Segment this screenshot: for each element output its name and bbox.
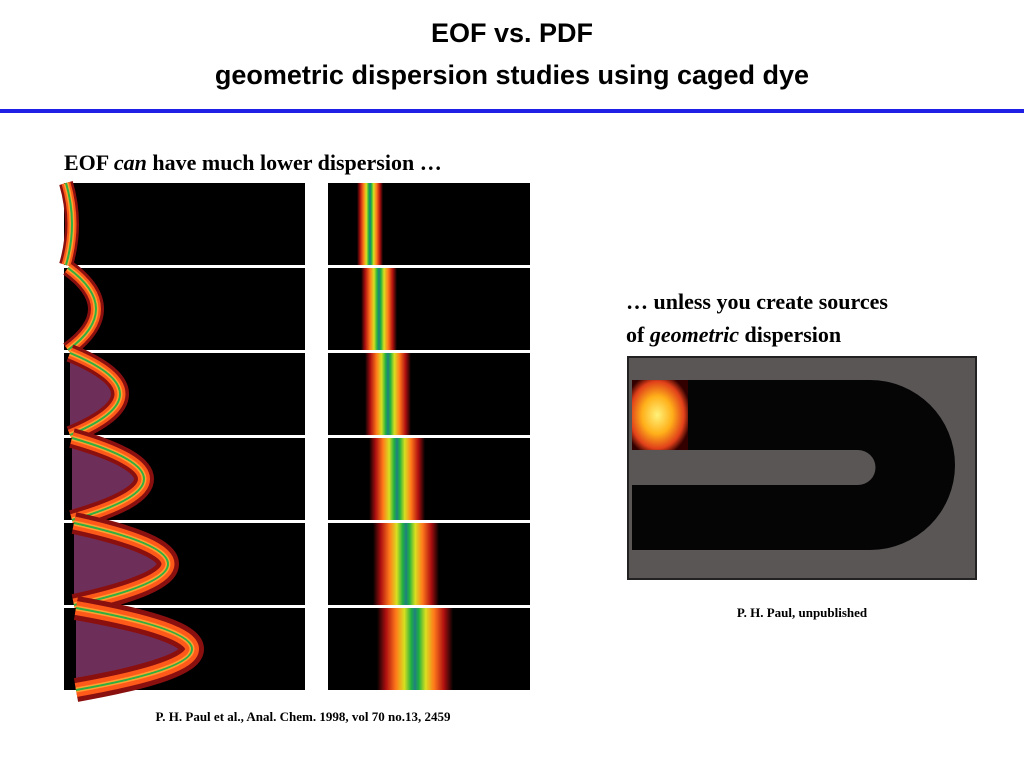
panel xyxy=(64,268,305,350)
dye-front xyxy=(69,352,121,436)
title-line: EOF vs. PDF xyxy=(430,18,594,48)
title-rule xyxy=(0,109,1024,113)
dye-plug xyxy=(632,380,688,450)
text: of xyxy=(626,322,645,347)
text: have much lower dispersion … xyxy=(152,150,442,175)
text-line: of geometric dispersion xyxy=(626,318,888,351)
right-citation: P. H. Paul, unpublished xyxy=(736,605,868,620)
dye-band xyxy=(373,523,439,605)
dye-band xyxy=(361,268,397,350)
text: … unless you create sources xyxy=(626,289,888,314)
left-citation: P. H. Paul et al., Anal. Chem. 1998, vol… xyxy=(155,709,451,724)
panel xyxy=(328,268,530,350)
left-heading: EOF can have much lower dispersion … xyxy=(64,150,442,176)
panel xyxy=(328,438,530,520)
dye-front xyxy=(71,437,145,521)
panels xyxy=(59,181,530,702)
channel-wall xyxy=(632,450,876,485)
text: EOF xyxy=(64,150,109,175)
text-italic: geometric xyxy=(649,322,740,347)
dye-front xyxy=(67,267,97,351)
dye-band xyxy=(357,183,383,265)
text-italic: can xyxy=(113,150,147,175)
right-heading: … unless you create sources of geometric… xyxy=(626,285,888,351)
dye-band xyxy=(369,438,425,520)
dye-front xyxy=(73,522,169,606)
dye-band xyxy=(377,608,453,690)
dye-front xyxy=(65,182,73,266)
channel-image xyxy=(627,356,977,580)
dye-band xyxy=(365,353,411,435)
text: dispersion xyxy=(744,322,842,347)
panel xyxy=(328,353,530,435)
title-line: geometric dispersion studies using caged… xyxy=(214,60,810,90)
panel xyxy=(64,183,305,265)
dye-front xyxy=(75,607,193,691)
